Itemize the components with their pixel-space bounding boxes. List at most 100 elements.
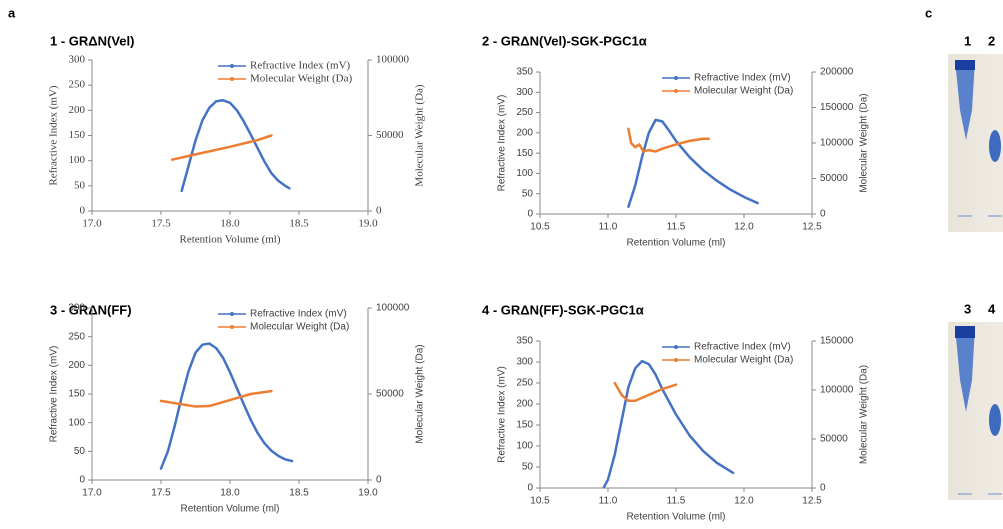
legend-marker [674,345,678,349]
legend-marker [230,64,234,68]
y2-tick-label: 100000 [376,303,410,314]
y2-tick-label: 50000 [376,129,404,141]
y2-axis-label: Molecular Weight (Da) [859,93,870,192]
chart: 3 - GRΔN(FF) 17.0 17.5 18.0 18.5 19.0 0 50 100 15… [49,302,426,514]
legend-label: Refractive Index (mV) [250,60,351,72]
x-axis-label: Retention Volume (ml) [627,238,726,249]
gel-bottom [948,322,1003,500]
lane-label: 1 [964,33,971,48]
x-tick-label: 17.5 [151,488,171,499]
gel-top [948,54,1003,232]
x-tick-label: 18.0 [220,218,240,230]
y2-axis-label: Molecular Weight (Da) [414,84,426,186]
y-tick-label: 200 [516,399,533,410]
y-tick-label: 50 [74,179,86,191]
series-line [159,342,294,470]
series-line [627,118,759,208]
y-tick-label: 150 [516,420,533,431]
y-tick-label: 0 [79,475,85,486]
y-tick-label: 350 [516,67,533,78]
x-tick-label: 12.0 [734,222,754,233]
y-tick-label: 350 [516,336,533,347]
y2-tick-label: 100000 [820,385,854,396]
x-axis-label: Retention Volume (ml) [179,234,280,246]
x-axis-label: Retention Volume (ml) [181,504,280,515]
y-tick-label: 250 [516,107,533,118]
series-line [613,381,678,403]
y2-axis-label: Molecular Weight (Da) [859,365,870,464]
legend-marker [230,312,234,316]
series-line [627,127,710,153]
y-tick-label: 250 [69,79,86,91]
y2-tick-label: 50000 [820,434,848,445]
x-tick-label: 11.0 [599,496,618,507]
y-tick-label: 100 [68,417,85,428]
x-tick-label: 18.0 [220,488,240,499]
x-tick-label: 17.0 [82,488,102,499]
chart-title: 1 - GRΔN(Vel) [50,33,134,48]
y-tick-label: 250 [516,378,533,389]
x-tick-label: 17.5 [151,218,171,230]
y-axis-label: Refractive Index (mV) [497,366,508,463]
y-tick-label: 50 [74,446,86,457]
x-tick-label: 19.0 [358,218,378,230]
y-tick-label: 300 [516,357,533,368]
y2-tick-label: 100000 [376,54,410,66]
legend-label: Molecular Weight (Da) [250,322,349,333]
x-axis-label: Retention Volume (ml) [627,512,726,523]
y-tick-label: 0 [527,483,533,494]
y-tick-label: 300 [69,54,86,66]
panel-label: a [8,5,16,20]
chart: 2 - GRΔN(Vel)-SGK-PGC1α 10.5 11.0 11.5 12.0 1… [482,33,870,248]
x-tick-label: 11.5 [667,496,686,507]
legend-label: Molecular Weight (Da) [250,73,352,85]
x-tick-label: 10.5 [530,222,550,233]
y2-tick-label: 0 [820,483,826,494]
y-tick-label: 0 [80,205,86,217]
y2-tick-label: 50000 [376,389,404,400]
legend-label: Refractive Index (mV) [694,73,791,84]
x-tick-label: 17.0 [82,218,102,230]
y2-tick-label: 0 [820,209,826,220]
x-tick-label: 11.0 [599,222,618,233]
y-tick-label: 200 [516,127,533,138]
y-tick-label: 300 [516,87,533,98]
y-tick-label: 200 [69,104,86,116]
x-tick-label: 11.5 [667,222,686,233]
chart-title: 3 - GRΔN(FF) [50,302,132,317]
y2-tick-label: 100000 [820,138,854,149]
lane-label: 4 [988,301,996,316]
x-tick-label: 12.5 [802,222,822,233]
y-tick-label: 0 [527,209,533,220]
legend-label: Refractive Index (mV) [250,309,347,320]
x-tick-label: 12.0 [734,496,754,507]
legend-label: Molecular Weight (Da) [694,86,793,97]
chart: 1 - GRΔN(Vel)17.0 17.5 18.0 18.5 19.00501001… [48,33,426,245]
y2-tick-label: 0 [376,475,382,486]
y-tick-label: 50 [522,188,534,199]
y2-tick-label: 0 [376,205,382,217]
legend-marker [674,89,678,93]
legend-marker [674,76,678,80]
y-tick-label: 100 [69,154,86,166]
lane-label: 3 [964,301,971,316]
y-tick-label: 250 [68,331,85,342]
lane-label: 2 [988,33,995,48]
legend-marker [674,358,678,362]
chart-title: 4 - GRΔN(FF)-SGK-PGC1α [482,302,644,317]
x-tick-label: 12.5 [802,496,822,507]
series-line [602,359,735,489]
y-tick-label: 100 [516,441,533,452]
legend-marker [230,325,234,329]
series-line [159,389,273,408]
legend-label: Molecular Weight (Da) [694,355,793,366]
y-tick-label: 150 [516,148,533,159]
y-tick-label: 150 [69,129,86,141]
y-axis-label: Refractive Index (mV) [49,346,60,443]
legend-label: Refractive Index (mV) [694,342,791,353]
y-tick-label: 150 [68,389,85,400]
series-line [170,134,273,161]
x-tick-label: 18.5 [289,488,309,499]
legend-marker [230,77,234,81]
